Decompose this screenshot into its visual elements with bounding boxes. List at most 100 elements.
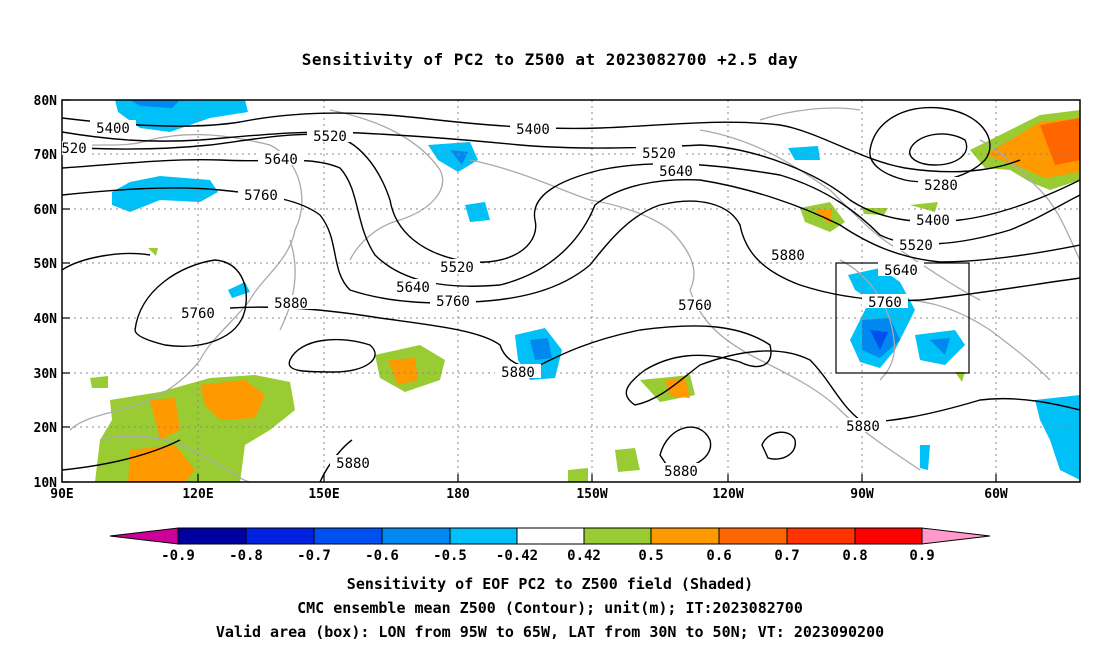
colorbar-high-triangle bbox=[921, 527, 991, 545]
shade-patch bbox=[465, 202, 490, 222]
colorbar bbox=[109, 527, 991, 545]
lat-label: 60N bbox=[34, 203, 58, 218]
colorbar-segment bbox=[245, 527, 315, 545]
shaded-sensitivity bbox=[90, 100, 1080, 482]
contour-label: 5400 bbox=[916, 213, 950, 229]
shade-patch bbox=[530, 338, 552, 360]
contour-label: 5520 bbox=[313, 129, 347, 145]
contour-5280 bbox=[909, 133, 968, 166]
lat-label: 30N bbox=[34, 367, 58, 382]
contour-label: 5640 bbox=[884, 263, 918, 279]
colorbar-label: -0.5 bbox=[433, 548, 467, 564]
lon-label: 120E bbox=[182, 487, 213, 502]
colorbar-label: -0.8 bbox=[229, 548, 263, 564]
contour-label: 5880 bbox=[274, 296, 308, 312]
colorbar-label: -0.6 bbox=[365, 548, 399, 564]
lon-label: 150E bbox=[308, 487, 339, 502]
colorbar-segment bbox=[583, 527, 652, 545]
shade-patch bbox=[930, 338, 950, 355]
lon-label: 180 bbox=[446, 487, 470, 502]
caption-line-2: CMC ensemble mean Z500 (Contour); unit(m… bbox=[297, 599, 803, 617]
contour-label: 5760 bbox=[868, 295, 902, 311]
lon-label: 90W bbox=[850, 487, 874, 502]
lat-label: 40N bbox=[34, 312, 58, 327]
shade-patch bbox=[148, 248, 158, 256]
contour-label-partial: 520 bbox=[61, 141, 86, 157]
colorbar-segment bbox=[177, 527, 247, 545]
shade-patch bbox=[112, 176, 218, 212]
colorbar-segment bbox=[313, 527, 383, 545]
contour-label: 5400 bbox=[96, 121, 130, 137]
shade-patch bbox=[955, 372, 965, 382]
colorbar-low-triangle bbox=[109, 527, 179, 545]
contour-label: 5520 bbox=[899, 238, 933, 254]
contour-label: 5280 bbox=[924, 178, 958, 194]
shade-patch bbox=[1040, 118, 1080, 165]
shade-patch bbox=[428, 142, 478, 172]
lat-label: 50N bbox=[34, 257, 58, 272]
contour-label: 5400 bbox=[516, 122, 550, 138]
lon-label: 120W bbox=[712, 487, 743, 502]
shade-patch bbox=[95, 375, 295, 482]
colorbar-segment bbox=[381, 527, 451, 545]
shade-patch bbox=[568, 468, 588, 482]
colorbar-label: -0.42 bbox=[496, 548, 538, 564]
colorbar-segment bbox=[786, 527, 856, 545]
colorbar-segment bbox=[854, 527, 923, 545]
colorbar-segment bbox=[449, 527, 518, 545]
colorbar-label: -0.9 bbox=[161, 548, 195, 564]
contour-5880 bbox=[319, 439, 353, 482]
contour-label: 5880 bbox=[664, 464, 698, 480]
plot-frame bbox=[61, 99, 1081, 483]
lon-label: 150W bbox=[576, 487, 607, 502]
contour-label: 5760 bbox=[678, 298, 712, 314]
shade-patch bbox=[1035, 395, 1080, 480]
shade-patch bbox=[115, 100, 248, 132]
shade-patch bbox=[665, 378, 690, 398]
shade-patch bbox=[870, 330, 888, 350]
lon-label: 60W bbox=[984, 487, 1008, 502]
contour-5760 bbox=[134, 259, 247, 347]
lat-label: 20N bbox=[34, 421, 58, 436]
lon-label: 90E bbox=[50, 487, 73, 502]
shade-patch bbox=[920, 445, 930, 470]
shade-patch bbox=[150, 398, 180, 440]
colorbar-segment bbox=[516, 527, 585, 545]
colorbar-label: 0.6 bbox=[706, 548, 731, 564]
shade-patch bbox=[788, 146, 820, 160]
caption-line-1: Sensitivity of EOF PC2 to Z500 field (Sh… bbox=[346, 575, 754, 593]
contour-label: 5760 bbox=[181, 306, 215, 322]
shade-patch bbox=[450, 150, 468, 165]
contour-5760 bbox=[62, 187, 1080, 304]
contour-label: 5880 bbox=[771, 248, 805, 264]
contour-label: 5520 bbox=[642, 146, 676, 162]
contour-5880 bbox=[288, 338, 376, 373]
colorbar-label: 0.42 bbox=[567, 548, 601, 564]
contour-label: 5640 bbox=[264, 152, 298, 168]
contour-label: 5760 bbox=[244, 188, 278, 204]
colorbar-label: 0.9 bbox=[909, 548, 934, 564]
contour-label: 5760 bbox=[436, 294, 470, 310]
contour-label: 5880 bbox=[501, 365, 535, 381]
colorbar-label: 0.8 bbox=[842, 548, 867, 564]
contour-5880 bbox=[761, 431, 796, 460]
lat-label: 10N bbox=[34, 476, 58, 491]
colorbar-label: -0.7 bbox=[297, 548, 331, 564]
contour-5280 bbox=[869, 106, 991, 183]
contour-5400 bbox=[62, 112, 1021, 173]
shade-patch bbox=[130, 100, 180, 108]
shade-patch bbox=[910, 202, 938, 212]
contour-label: 5640 bbox=[396, 280, 430, 296]
colorbar-segment bbox=[718, 527, 788, 545]
contour-label: 5640 bbox=[659, 164, 693, 180]
colorbar-label: 0.5 bbox=[638, 548, 663, 564]
colorbar-segment bbox=[650, 527, 720, 545]
contour-label: 5520 bbox=[440, 260, 474, 276]
lat-label: 70N bbox=[34, 148, 58, 163]
contour-label: 5880 bbox=[336, 456, 370, 472]
coastlines bbox=[62, 107, 1080, 482]
lat-label: 80N bbox=[34, 94, 58, 109]
contour-label: 5880 bbox=[846, 419, 880, 435]
shade-patch bbox=[615, 448, 640, 472]
